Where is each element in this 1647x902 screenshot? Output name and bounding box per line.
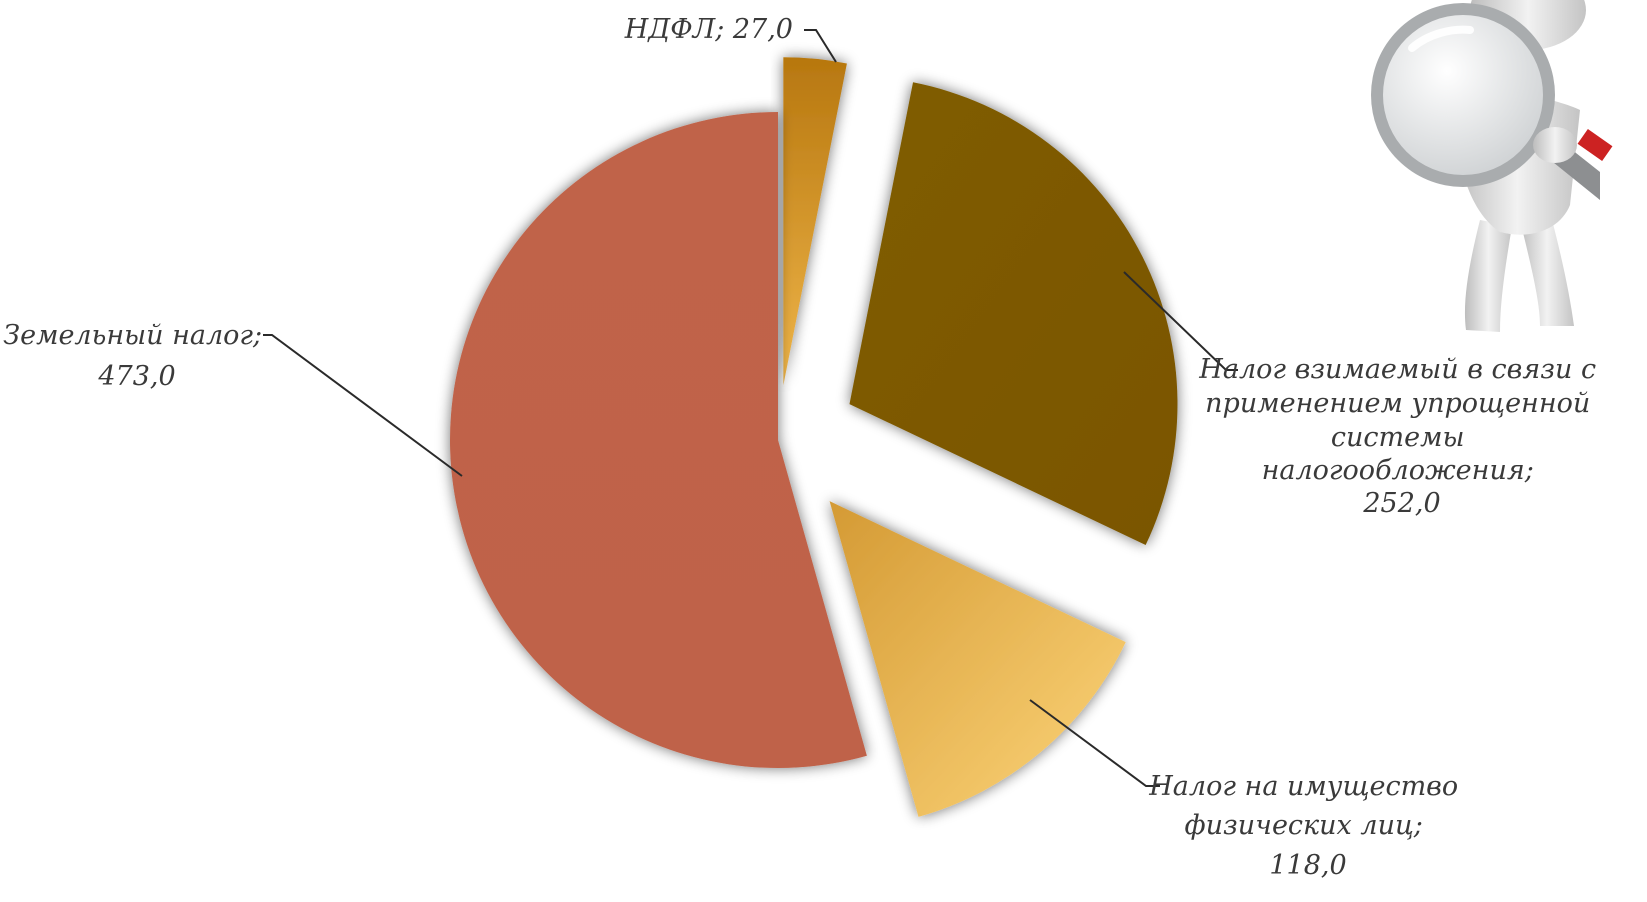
slice-property — [829, 501, 1126, 817]
magnifier-figure-icon — [1371, 0, 1613, 332]
label-land: Земельный налог; 473,0 — [3, 320, 270, 392]
label-land-value: 473,0 — [97, 361, 175, 392]
label-usn-line: применением упрощенной — [1205, 388, 1590, 419]
slice-ndfl — [783, 57, 847, 386]
label-usn: Налог взимаемый в связи с применением уп… — [1198, 354, 1604, 519]
label-ndfl: НДФЛ; 27,0 — [624, 14, 793, 45]
leader-property — [1029, 699, 1160, 787]
label-usn-line: налогообложения; — [1262, 455, 1534, 486]
slice-usn — [849, 82, 1178, 546]
slice-land — [449, 112, 867, 768]
label-usn-value: 252,0 — [1362, 488, 1440, 519]
label-property-line: физических лиц; — [1185, 810, 1423, 841]
label-property: Налог на имущество физических лиц; 118,0 — [1148, 771, 1467, 881]
leader-usn — [1123, 271, 1238, 371]
leader-ndfl — [804, 29, 837, 63]
label-usn-line: системы — [1331, 422, 1465, 453]
leader-land — [263, 334, 463, 477]
label-property-value: 118,0 — [1269, 850, 1346, 881]
label-usn-line: Налог взимаемый в связи с — [1198, 354, 1596, 385]
label-property-line: Налог на имущество — [1148, 771, 1458, 802]
label-land-line: Земельный налог; — [3, 320, 262, 351]
